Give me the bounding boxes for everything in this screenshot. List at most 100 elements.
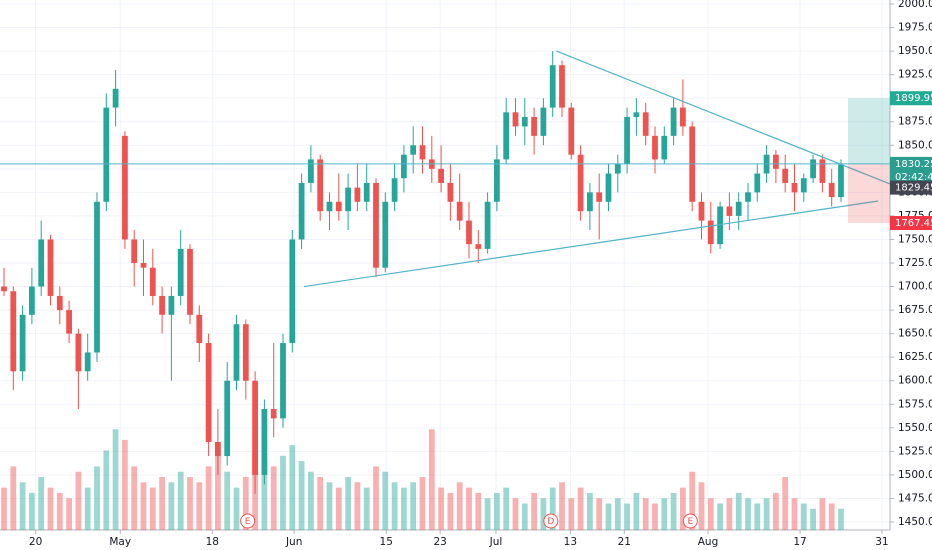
candle-body bbox=[559, 65, 565, 108]
candle-body bbox=[503, 112, 510, 160]
candle-body bbox=[605, 173, 612, 202]
candle-body bbox=[196, 314, 203, 344]
volume-bar bbox=[754, 503, 761, 530]
candle-body bbox=[391, 178, 398, 202]
volume-bar bbox=[317, 477, 324, 530]
volume-bar bbox=[382, 471, 389, 530]
volume-bar bbox=[819, 498, 826, 530]
volume-bar bbox=[735, 492, 742, 530]
candle-body bbox=[308, 159, 314, 183]
y-tick-label: 1675.00 bbox=[898, 304, 932, 316]
candle-body bbox=[56, 295, 63, 311]
candle-body bbox=[670, 107, 677, 136]
candle-body bbox=[577, 154, 584, 212]
volume-bar bbox=[791, 498, 798, 530]
volume-bar bbox=[270, 466, 277, 530]
candle-body bbox=[38, 239, 45, 287]
candle-body bbox=[149, 267, 156, 296]
candle-body bbox=[810, 159, 816, 179]
candle-body bbox=[10, 291, 17, 372]
candle-body bbox=[614, 164, 621, 174]
volume-bar bbox=[94, 466, 100, 530]
volume-bar bbox=[261, 461, 268, 530]
volume-bar bbox=[103, 450, 110, 530]
volume-bar bbox=[531, 492, 537, 530]
y-tick-label: 1450.00 bbox=[898, 516, 932, 528]
volume-bar bbox=[670, 492, 677, 530]
candle-body bbox=[112, 88, 119, 108]
volume-bar bbox=[549, 487, 556, 530]
y-tick-label: 1725.00 bbox=[898, 257, 932, 269]
candle-body bbox=[298, 182, 305, 240]
volume-bar bbox=[345, 477, 351, 530]
volume-bar bbox=[614, 498, 621, 530]
volume-bar bbox=[810, 508, 816, 530]
volume-bar bbox=[298, 461, 305, 530]
volume-bar bbox=[633, 492, 640, 530]
volume-bar bbox=[652, 503, 658, 530]
candle-body bbox=[642, 112, 649, 136]
candle-body bbox=[410, 145, 417, 155]
candle-body bbox=[680, 107, 686, 127]
loss-zone bbox=[847, 163, 890, 224]
volume-bar bbox=[373, 466, 379, 530]
volume-bar bbox=[19, 482, 26, 530]
candle-body bbox=[726, 206, 733, 216]
volume-bar bbox=[745, 498, 751, 530]
volume-bar bbox=[642, 498, 649, 530]
y-tick-label: 1925.00 bbox=[898, 69, 932, 81]
volume-bar bbox=[401, 487, 407, 530]
candle-body bbox=[252, 380, 258, 475]
candle-body bbox=[466, 220, 472, 245]
y-tick-label: 1850.00 bbox=[898, 139, 932, 151]
volume-bar bbox=[308, 471, 314, 530]
volume-bar bbox=[521, 503, 528, 530]
y-tick-label: 1700.00 bbox=[898, 281, 932, 293]
volume-bar bbox=[122, 439, 128, 530]
candle-body bbox=[698, 201, 705, 221]
volume-bar bbox=[540, 498, 547, 530]
volume-bar bbox=[596, 498, 603, 530]
entry-badge-label: 1830.25 bbox=[895, 159, 932, 170]
volume-bar bbox=[838, 508, 844, 530]
volume-bar bbox=[717, 503, 723, 530]
last-price-label: 1829.45 bbox=[895, 183, 932, 194]
volume-bar bbox=[689, 471, 696, 530]
candle-body bbox=[205, 343, 212, 442]
volume-bar bbox=[242, 477, 249, 530]
volume-bar bbox=[363, 487, 370, 530]
volume-bar bbox=[205, 466, 212, 530]
candle-body bbox=[242, 324, 249, 381]
volume-bar bbox=[438, 487, 444, 530]
candle-body bbox=[131, 239, 138, 263]
candle-body bbox=[373, 182, 379, 268]
volume-bar bbox=[661, 498, 668, 530]
candle-body bbox=[717, 206, 723, 245]
candle-body bbox=[707, 220, 714, 245]
volume-bar bbox=[410, 482, 417, 530]
target-badge bbox=[890, 91, 932, 106]
volume-bar bbox=[149, 487, 156, 530]
x-tick-label: 15 bbox=[380, 536, 393, 548]
volume-bar bbox=[726, 498, 733, 530]
x-tick-label: Aug bbox=[698, 536, 719, 548]
candle-body bbox=[19, 314, 26, 372]
candle-body bbox=[177, 248, 184, 296]
y-tick-label: 1975.00 bbox=[898, 22, 932, 34]
event-marker bbox=[543, 513, 559, 529]
volume-bar bbox=[289, 445, 296, 530]
volume-bar bbox=[335, 487, 342, 530]
candle-body bbox=[280, 343, 286, 419]
y-tick-label: 1475.00 bbox=[898, 492, 932, 504]
candle-body bbox=[782, 168, 789, 183]
volume-bar bbox=[800, 503, 807, 530]
stop-badge bbox=[890, 216, 932, 231]
candle-body bbox=[773, 154, 779, 169]
candle-body bbox=[75, 333, 82, 372]
candle-body bbox=[224, 380, 231, 457]
volume-bar bbox=[782, 477, 789, 530]
candle-body bbox=[270, 408, 277, 419]
volume-bar bbox=[568, 498, 575, 530]
target-badge-label: 1899.95 bbox=[895, 93, 932, 104]
candle-body bbox=[438, 168, 444, 183]
